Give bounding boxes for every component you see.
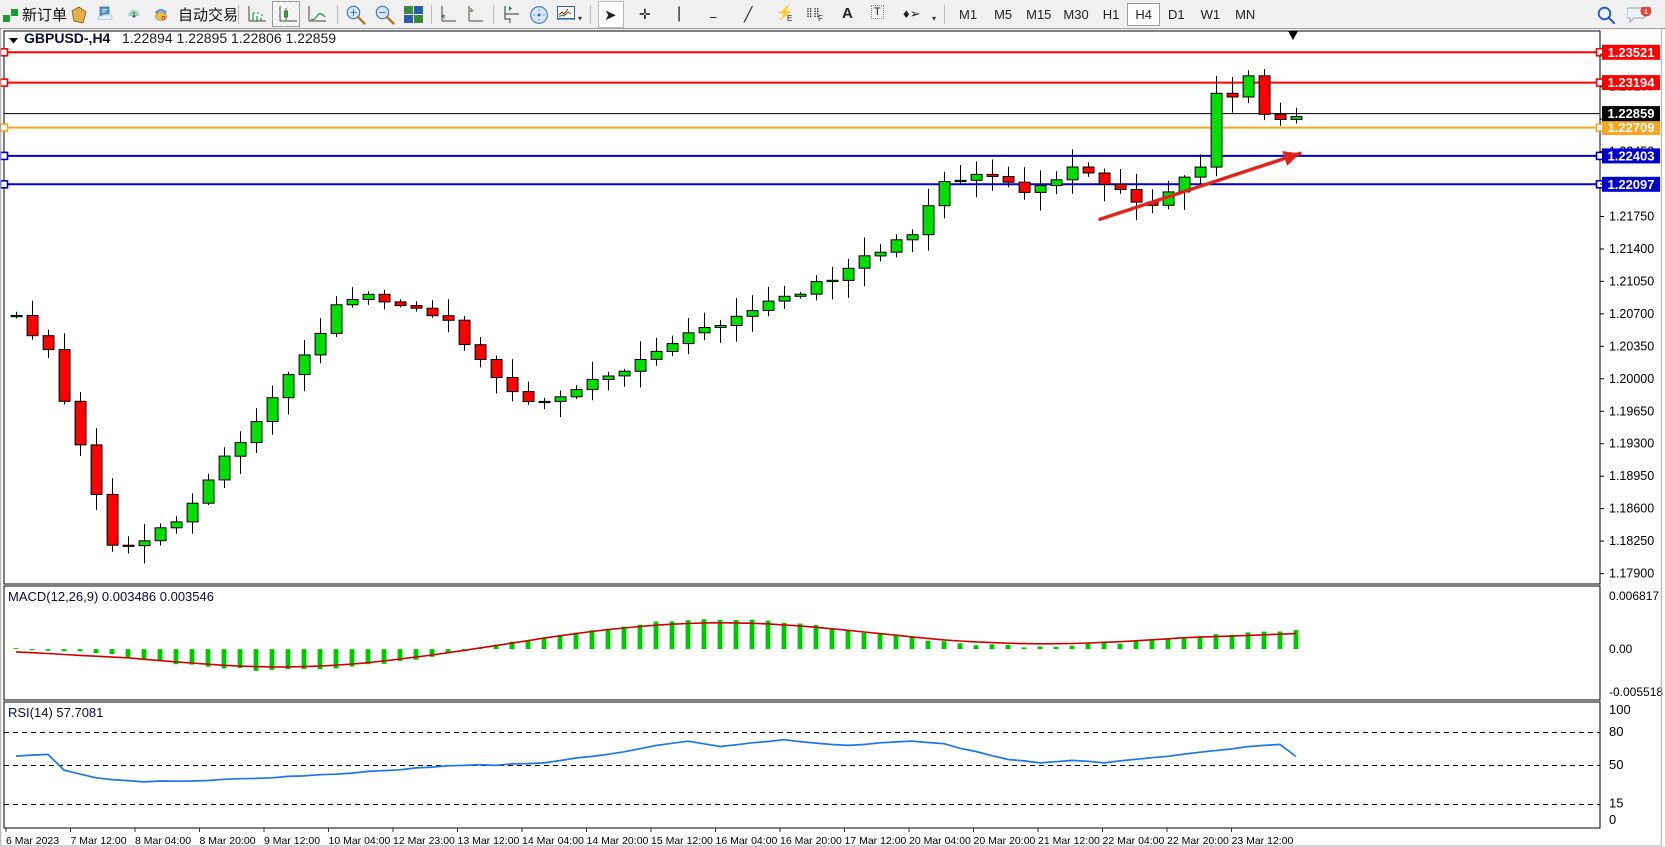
svg-text:1.18950: 1.18950 (1609, 469, 1654, 483)
svg-text:23 Mar 12:00: 23 Mar 12:00 (1232, 835, 1294, 847)
svg-text:13 Mar 12:00: 13 Mar 12:00 (458, 835, 520, 847)
svg-text:100: 100 (1609, 702, 1631, 717)
svg-text:21 Mar 12:00: 21 Mar 12:00 (1038, 835, 1100, 847)
svg-text:1.23194: 1.23194 (1608, 75, 1656, 90)
svg-text:MACD(12,26,9) 0.003486 0.00354: MACD(12,26,9) 0.003486 0.003546 (8, 589, 214, 604)
svg-text:1.18250: 1.18250 (1609, 534, 1654, 548)
svg-text:8 Mar 20:00: 8 Mar 20:00 (200, 835, 256, 847)
svg-text:20 Mar 20:00: 20 Mar 20:00 (974, 835, 1036, 847)
svg-text:16 Mar 04:00: 16 Mar 04:00 (716, 835, 778, 847)
svg-text:1.22403: 1.22403 (1608, 148, 1655, 163)
svg-text:15 Mar 12:00: 15 Mar 12:00 (651, 835, 713, 847)
svg-text:-0.005518: -0.005518 (1609, 685, 1663, 699)
svg-text:1.21750: 1.21750 (1609, 210, 1654, 224)
svg-text:8 Mar 04:00: 8 Mar 04:00 (135, 835, 191, 847)
svg-text:9 Mar 12:00: 9 Mar 12:00 (264, 835, 320, 847)
svg-text:22 Mar 04:00: 22 Mar 04:00 (1103, 835, 1165, 847)
svg-text:GBPUSD-,H4: GBPUSD-,H4 (24, 30, 111, 46)
svg-text:RSI(14) 57.7081: RSI(14) 57.7081 (8, 705, 103, 720)
svg-text:16 Mar 20:00: 16 Mar 20:00 (780, 835, 842, 847)
svg-text:1.20000: 1.20000 (1609, 372, 1654, 386)
svg-text:1.22709: 1.22709 (1608, 120, 1655, 135)
svg-text:17 Mar 12:00: 17 Mar 12:00 (845, 835, 907, 847)
svg-text:50: 50 (1609, 757, 1623, 772)
svg-text:22 Mar 20:00: 22 Mar 20:00 (1167, 835, 1229, 847)
svg-text:1.20350: 1.20350 (1609, 339, 1654, 353)
svg-text:1.18600: 1.18600 (1609, 502, 1654, 516)
svg-text:0.00: 0.00 (1609, 642, 1633, 656)
svg-text:1.22859: 1.22859 (1608, 106, 1655, 121)
svg-text:6 Mar 2023: 6 Mar 2023 (6, 835, 59, 847)
svg-text:7 Mar 12:00: 7 Mar 12:00 (71, 835, 127, 847)
svg-text:1.17900: 1.17900 (1609, 567, 1654, 581)
svg-text:14 Mar 20:00: 14 Mar 20:00 (587, 835, 649, 847)
svg-text:1.20700: 1.20700 (1609, 307, 1654, 321)
svg-text:10 Mar 04:00: 10 Mar 04:00 (329, 835, 391, 847)
svg-text:1.19650: 1.19650 (1609, 404, 1654, 418)
svg-text:0: 0 (1609, 812, 1616, 827)
svg-text:1.22097: 1.22097 (1608, 177, 1655, 192)
svg-text:20 Mar 04:00: 20 Mar 04:00 (909, 835, 971, 847)
svg-text:1.21400: 1.21400 (1609, 242, 1654, 256)
svg-text:0.006817: 0.006817 (1609, 589, 1659, 603)
svg-text:1.23521: 1.23521 (1608, 45, 1655, 60)
svg-text:1.19300: 1.19300 (1609, 437, 1654, 451)
svg-text:1.21050: 1.21050 (1609, 274, 1654, 288)
svg-text:1.22894 1.22895 1.22806 1.2285: 1.22894 1.22895 1.22806 1.22859 (122, 30, 336, 46)
svg-text:15: 15 (1609, 796, 1623, 811)
svg-text:80: 80 (1609, 724, 1623, 739)
svg-text:12 Mar 23:00: 12 Mar 23:00 (393, 835, 455, 847)
svg-text:14 Mar 04:00: 14 Mar 04:00 (522, 835, 584, 847)
